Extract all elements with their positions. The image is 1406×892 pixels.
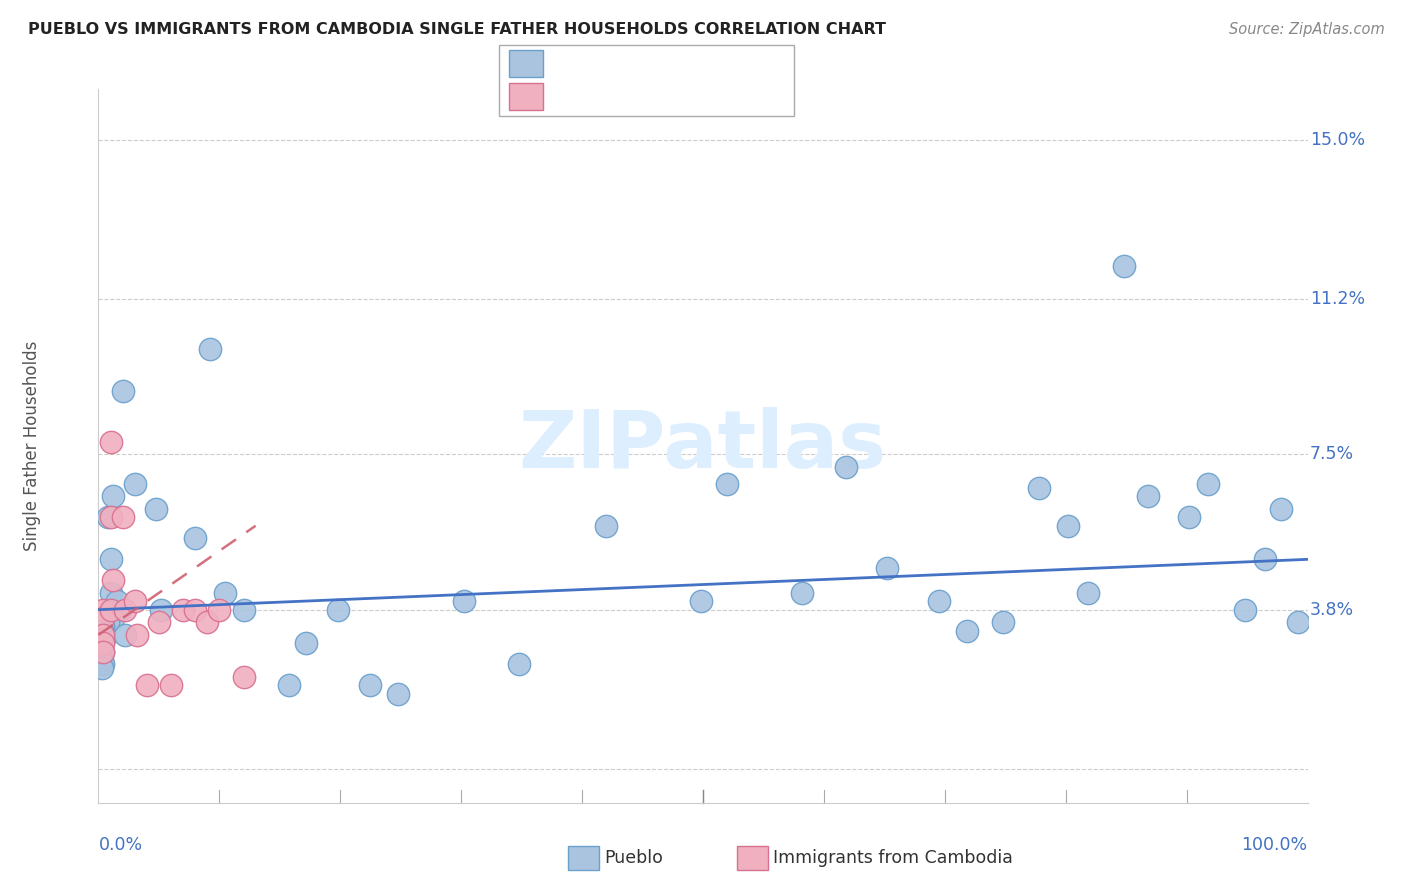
Text: Single Father Households: Single Father Households [22, 341, 41, 551]
Text: ZIPatlas: ZIPatlas [519, 407, 887, 485]
Point [184, 532, 207, 546]
Point [295, 636, 318, 650]
Point [1270, 502, 1292, 516]
Point [387, 687, 409, 701]
Text: 0.121: 0.121 [595, 87, 645, 105]
Point [111, 510, 134, 524]
Point [1286, 615, 1309, 630]
Point [91, 628, 114, 642]
Point [716, 476, 738, 491]
Point [100, 552, 122, 566]
Point [91, 603, 114, 617]
Point [198, 343, 221, 357]
Point [1028, 481, 1050, 495]
Point [928, 594, 950, 608]
Point [184, 603, 207, 617]
Point [100, 510, 122, 524]
Point [214, 586, 236, 600]
Text: 0.0%: 0.0% [98, 837, 142, 855]
Text: Source: ZipAtlas.com: Source: ZipAtlas.com [1229, 22, 1385, 37]
Point [1254, 552, 1277, 566]
Text: 53: 53 [697, 55, 723, 73]
Point [100, 603, 122, 617]
Point [991, 615, 1014, 630]
Point [1197, 476, 1219, 491]
Text: 11.2%: 11.2% [1310, 290, 1365, 308]
Point [172, 603, 194, 617]
Point [595, 518, 617, 533]
Point [1112, 259, 1135, 273]
Point [1233, 603, 1256, 617]
Text: 100.0%: 100.0% [1241, 837, 1308, 855]
Point [127, 628, 149, 642]
Point [148, 615, 170, 630]
Point [150, 603, 173, 617]
Point [1076, 586, 1098, 600]
Point [91, 645, 114, 659]
Point [91, 624, 114, 638]
Point [278, 678, 301, 692]
Point [232, 670, 254, 684]
Text: PUEBLO VS IMMIGRANTS FROM CAMBODIA SINGLE FATHER HOUSEHOLDS CORRELATION CHART: PUEBLO VS IMMIGRANTS FROM CAMBODIA SINGL… [28, 22, 886, 37]
Point [834, 460, 856, 475]
Point [876, 560, 898, 574]
Point [1136, 489, 1159, 503]
Text: R =: R = [553, 87, 592, 105]
Point [1057, 518, 1080, 533]
Point [453, 594, 475, 608]
Point [100, 434, 122, 449]
Point [100, 586, 122, 600]
Point [145, 502, 167, 516]
Point [124, 594, 146, 608]
Point [160, 678, 183, 692]
Point [101, 489, 124, 503]
Point [195, 615, 218, 630]
Point [91, 619, 114, 633]
Point [108, 603, 131, 617]
Point [91, 611, 114, 625]
Text: 15.0%: 15.0% [1310, 130, 1365, 149]
Point [955, 624, 977, 638]
Point [114, 628, 136, 642]
Point [91, 661, 114, 675]
Point [91, 657, 114, 672]
Text: N =: N = [658, 55, 697, 73]
Text: N =: N = [658, 87, 697, 105]
Point [208, 603, 231, 617]
Point [91, 636, 114, 650]
Point [101, 574, 124, 588]
Point [360, 678, 382, 692]
Point [91, 636, 114, 650]
Text: 21: 21 [697, 87, 723, 105]
Point [508, 657, 530, 672]
Point [1178, 510, 1201, 524]
Point [91, 628, 114, 642]
Text: Immigrants from Cambodia: Immigrants from Cambodia [773, 849, 1014, 867]
Point [97, 510, 120, 524]
Point [689, 594, 711, 608]
Point [91, 653, 114, 667]
Text: R =: R = [553, 55, 592, 73]
Point [135, 678, 157, 692]
Point [105, 594, 128, 608]
Text: 3.8%: 3.8% [1310, 600, 1354, 619]
Point [93, 632, 115, 646]
Point [114, 603, 136, 617]
Text: 7.5%: 7.5% [1310, 445, 1354, 464]
Point [326, 603, 349, 617]
Text: Pueblo: Pueblo [605, 849, 664, 867]
Point [232, 603, 254, 617]
Point [91, 645, 114, 659]
Text: 0.127: 0.127 [595, 55, 647, 73]
Point [792, 586, 814, 600]
Point [111, 384, 134, 399]
Point [101, 611, 124, 625]
Point [124, 476, 146, 491]
Point [97, 615, 120, 630]
